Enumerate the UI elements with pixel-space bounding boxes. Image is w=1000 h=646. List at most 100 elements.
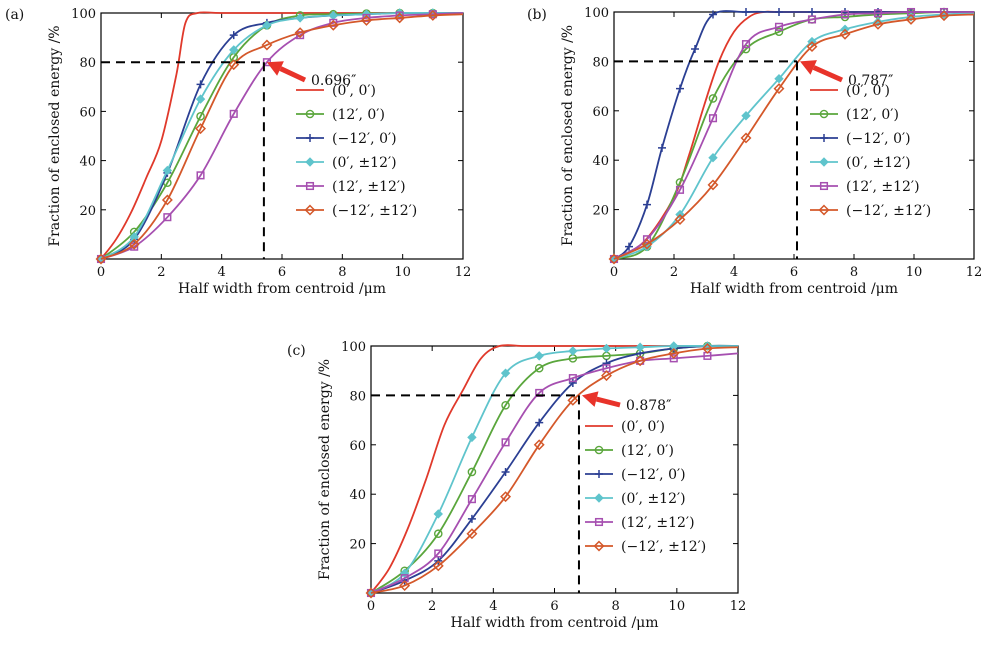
panel-b-series-5-point — [608, 253, 620, 265]
panel-c-series-1-point — [467, 467, 477, 477]
panel-b-series-4-point — [642, 235, 652, 244]
panel-a-xlabel: Half width from centroid /μm — [178, 281, 386, 297]
panel-c-series-2-point — [501, 467, 510, 476]
panel-c-arrow — [581, 391, 621, 408]
panel-b-ytick-label: 40 — [592, 154, 609, 169]
panel-a-legend-marker-2 — [306, 134, 314, 142]
panel-b-series-4-point — [708, 114, 718, 123]
panel-b-arrow — [800, 60, 844, 83]
panel-c-series-4 — [366, 351, 739, 598]
panel-c-series-3-point — [467, 432, 477, 443]
panel-c-xtick-label: 10 — [669, 599, 686, 614]
panel-c-xtick-label: 6 — [550, 599, 558, 614]
panel-a-xtick-label: 6 — [278, 265, 286, 280]
panel-a-series-2-line — [100, 12, 463, 260]
panel-b-series-4 — [609, 7, 974, 264]
panel-b-arrow-head — [800, 60, 817, 75]
panel-b-series-1-point — [708, 94, 718, 103]
panel-b-series-4-point — [741, 40, 751, 49]
panel-c-legend-label-2: (−12′, 0′) — [621, 467, 686, 483]
panel-a-series-4-line — [100, 12, 464, 260]
panel-a-legend-label-2: (−12′, 0′) — [332, 131, 397, 147]
panel-b-ytick-label: 80 — [592, 55, 609, 70]
panel-a-ytick-label: 20 — [79, 204, 96, 219]
panel-a-series-5-line — [100, 13, 464, 260]
panel-a-xtick-label: 8 — [338, 265, 346, 280]
panel-a-ytick-label: 40 — [79, 155, 96, 170]
panel-c-legend-marker-2 — [595, 470, 603, 478]
panel-c-legend-label-0: (0′, 0′) — [621, 419, 665, 435]
panel-a-series-1-line — [100, 12, 463, 260]
panel-c-series-2-point — [467, 514, 476, 523]
panel-c-arrow-shaft — [595, 396, 621, 408]
panel-a-ytick-label: 60 — [79, 105, 96, 120]
panel-b-xtick-label: 6 — [790, 265, 798, 280]
panel-a-series-3-point — [295, 13, 305, 23]
panel-b-series-5-point — [740, 132, 752, 144]
panel-c-series-5-point — [500, 491, 512, 503]
panel-c-series-0-line — [370, 344, 738, 594]
panel-a-series-5-point — [294, 27, 306, 39]
panel-c-legend-label-4: (12′, ±12′) — [621, 515, 695, 531]
panel-c-series-0 — [370, 344, 738, 594]
panel-b-xtick-label: 8 — [850, 265, 858, 280]
panel-b-legend-label-5: (−12′, ±12′) — [846, 203, 931, 219]
panel-c-series-5-point — [466, 528, 478, 540]
panel-c-xtick-label: 2 — [428, 599, 436, 614]
panel-a-legend-marker-1 — [305, 109, 315, 119]
panel-a-series-3-point — [162, 165, 173, 176]
panel-c-series-4-point — [636, 356, 645, 365]
panel-b-series-5-line — [613, 13, 975, 260]
panel-a-series-5-point — [95, 253, 107, 265]
panel-a-series-3-point — [195, 94, 206, 104]
panel-b-series-5 — [608, 10, 975, 265]
panel-a-series-4-point — [229, 109, 238, 118]
panel-c-ytick-label: 100 — [341, 340, 366, 355]
panel-c-series-5-point — [533, 439, 545, 451]
panel-c-series-5 — [365, 343, 739, 599]
panel-b-series-2-point — [808, 8, 816, 16]
panel-c-series-4-point — [467, 495, 476, 504]
panel-a-series-0 — [100, 11, 463, 260]
panel-b-xlabel: Half width from centroid /μm — [690, 281, 898, 297]
panel-b-legend: (0′, 0′) (12′, 0′) (−12′, 0′) (0′, ±12′) (12… — [810, 83, 931, 219]
panel-c-xtick-label: 4 — [489, 599, 497, 614]
panel-c-series-5-point — [668, 347, 680, 359]
panel-c-series-5-point — [701, 343, 713, 354]
panel-a-ylabel: Fraction of enclosed energy /% — [47, 25, 63, 246]
panel-c-ytick-label: 60 — [349, 439, 366, 454]
panel-b-series-0 — [613, 10, 974, 260]
panel-c-ytick-label: 40 — [349, 488, 366, 503]
panel-c-legend-marker-1 — [594, 445, 604, 455]
panel-b-series-5-point — [806, 41, 818, 53]
panel-a-legend-label-1: (12′, 0′) — [332, 107, 385, 123]
panel-b-legend-marker-4 — [819, 181, 829, 191]
panel-c-xlabel: Half width from centroid /μm — [450, 615, 658, 631]
panel-c-series-4-point — [669, 354, 678, 363]
panel-a-series-2-point — [229, 31, 238, 40]
panel-b-series-5-point — [707, 179, 719, 191]
panel-b: 0 2 4 6 8 10 12 20 40 60 80 100 Half width from cent… — [527, 6, 982, 297]
panel-c-series-4-point — [434, 549, 443, 558]
panel-a-ytick-label: 80 — [79, 56, 96, 71]
panel-a-legend-marker-4 — [305, 181, 315, 191]
panel-b-series-4-point — [873, 9, 883, 18]
panel-a-legend-label-5: (−12′, ±12′) — [332, 203, 417, 219]
panel-a-arrow-shaft — [279, 66, 307, 83]
panel-c-legend-label-3: (0′, ±12′) — [621, 491, 686, 507]
panel-b-series-5-point — [839, 28, 851, 40]
panel-a-series-5-point — [361, 14, 372, 26]
panel-c-series-5-point — [432, 560, 444, 572]
panel-b-series-2-point — [658, 143, 666, 152]
panel-c-series-3-point — [534, 351, 544, 361]
panel-b-series-5-point — [872, 18, 884, 30]
panel-c-series-3-point — [635, 342, 645, 352]
panel-b-series-4-point — [840, 10, 850, 19]
panel-a-xtick-label: 0 — [97, 265, 105, 280]
panel-c-series-3-point — [500, 368, 511, 378]
panel-b-series-3-point — [774, 73, 784, 84]
panel-c-annotation-label: 0.878″ — [626, 398, 671, 414]
panel-b-legend-marker-2 — [820, 134, 828, 142]
panel-c-series-3-point — [433, 509, 443, 519]
